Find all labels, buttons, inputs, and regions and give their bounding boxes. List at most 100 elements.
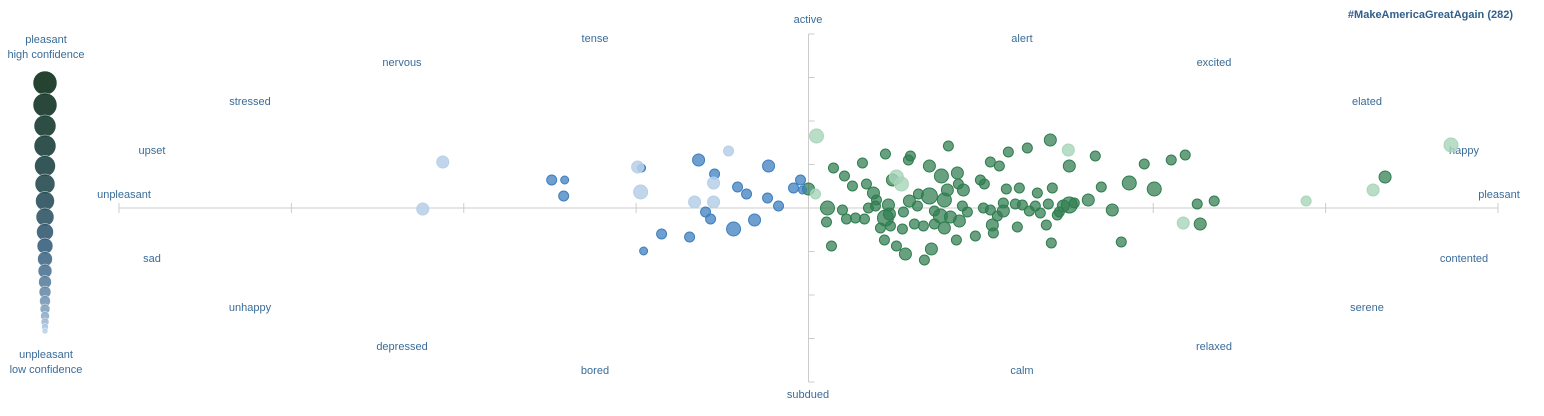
mood-label: elated <box>1352 96 1382 108</box>
point <box>1051 209 1063 221</box>
mood-label: pleasant <box>1478 189 1520 201</box>
mood-label: tense <box>582 33 609 45</box>
point <box>838 170 850 182</box>
point <box>1068 197 1080 209</box>
point <box>707 176 721 190</box>
point <box>1042 198 1054 210</box>
point <box>856 157 868 169</box>
point <box>762 192 774 204</box>
point <box>707 195 721 209</box>
point <box>1121 175 1137 191</box>
point <box>870 194 882 206</box>
point <box>1062 159 1076 173</box>
legend-dot <box>34 173 56 195</box>
legend-dot <box>32 92 58 118</box>
point <box>1176 216 1190 230</box>
point <box>705 213 717 225</box>
point <box>917 220 929 232</box>
point <box>825 240 837 252</box>
point <box>723 145 735 157</box>
point <box>920 187 938 205</box>
point <box>896 223 908 235</box>
chart-title: #MakeAmericaGreatAgain (282) <box>1348 9 1513 21</box>
point <box>639 246 649 256</box>
point <box>1089 150 1101 162</box>
point <box>1165 154 1177 166</box>
point <box>1045 237 1057 249</box>
mood-label: nervous <box>382 57 422 69</box>
legend-dot <box>33 134 57 158</box>
legend-dot <box>35 191 55 211</box>
point <box>809 188 821 200</box>
point <box>1081 193 1095 207</box>
point <box>546 174 558 186</box>
point <box>1366 183 1380 197</box>
point <box>952 178 964 190</box>
point <box>890 240 902 252</box>
point <box>840 213 852 225</box>
point <box>879 148 891 160</box>
point <box>1000 183 1012 195</box>
point <box>882 207 896 221</box>
point <box>795 174 807 186</box>
point <box>732 181 744 193</box>
point <box>1105 203 1119 217</box>
point <box>996 204 1010 218</box>
point <box>748 213 762 227</box>
point <box>631 160 645 174</box>
point <box>902 154 914 166</box>
point <box>1016 199 1028 211</box>
point <box>684 231 696 243</box>
point <box>416 202 430 216</box>
mood-label: excited <box>1197 57 1232 69</box>
point <box>987 227 999 239</box>
point <box>798 185 808 195</box>
point <box>911 200 923 212</box>
point <box>862 202 874 214</box>
point <box>937 221 951 235</box>
mood-label: bored <box>581 365 609 377</box>
point <box>846 180 858 192</box>
legend-dot <box>32 70 58 96</box>
mood-label: contented <box>1440 253 1488 265</box>
point <box>897 206 909 218</box>
point <box>762 159 776 173</box>
mood-label: relaxed <box>1196 341 1232 353</box>
point <box>884 220 896 232</box>
point <box>1179 149 1191 161</box>
point <box>773 200 785 212</box>
point <box>1011 221 1023 233</box>
point <box>1040 219 1052 231</box>
mood-label: sad <box>143 253 161 265</box>
mood-label: unhappy <box>229 302 272 314</box>
point <box>656 228 668 240</box>
point <box>961 206 973 218</box>
point <box>942 140 954 152</box>
legend-dot <box>41 327 49 335</box>
point <box>1002 146 1014 158</box>
point <box>808 128 824 144</box>
point <box>950 166 964 180</box>
point <box>893 176 909 192</box>
point <box>1095 181 1107 193</box>
point <box>858 213 870 225</box>
point <box>984 156 996 168</box>
point <box>1138 158 1150 170</box>
point <box>898 247 912 261</box>
point <box>1208 195 1220 207</box>
point <box>952 214 966 228</box>
point <box>692 153 706 167</box>
point <box>1034 207 1046 219</box>
point <box>819 200 835 216</box>
point <box>558 190 570 202</box>
point <box>924 242 938 256</box>
point <box>918 254 930 266</box>
point <box>1191 198 1203 210</box>
mood-label: depressed <box>376 341 427 353</box>
legend-label: high confidence <box>7 49 84 61</box>
legend-dot <box>33 114 57 138</box>
point <box>1031 187 1043 199</box>
point <box>788 182 800 194</box>
